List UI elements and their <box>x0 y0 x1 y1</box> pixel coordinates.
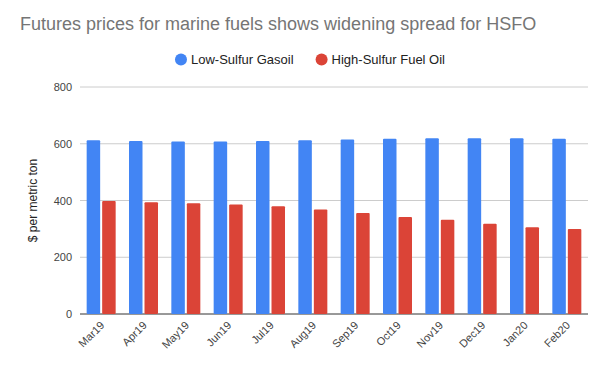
x-tick-label: Jul19 <box>249 319 276 346</box>
legend-marker <box>316 54 328 66</box>
x-tick-label: Oct19 <box>374 319 403 348</box>
y-axis-label: $ per metric ton <box>26 159 40 242</box>
bar <box>298 140 312 314</box>
y-tick-label: 400 <box>54 195 72 207</box>
x-tick-label: Nov19 <box>414 319 445 350</box>
bar <box>441 220 455 314</box>
bar <box>171 141 185 314</box>
bar <box>356 213 370 314</box>
bar <box>399 217 413 314</box>
x-tick-label: Apr19 <box>120 319 149 348</box>
bar <box>383 139 397 314</box>
bar <box>341 139 355 314</box>
y-tick-label: 800 <box>54 81 72 93</box>
legend-label: Low-Sulfur Gasoil <box>191 52 294 67</box>
bar <box>145 202 159 314</box>
x-tick-label: May19 <box>159 319 191 351</box>
bar <box>129 141 143 314</box>
bar <box>102 201 116 314</box>
bar <box>468 138 482 314</box>
bar <box>229 204 243 314</box>
bar <box>526 227 540 314</box>
bar <box>314 210 328 314</box>
x-tick-label: Dec19 <box>457 319 488 350</box>
bar <box>256 141 270 314</box>
y-tick-label: 0 <box>66 308 72 320</box>
y-tick-label: 200 <box>54 251 72 263</box>
x-tick-label: Sep19 <box>330 319 361 350</box>
bar <box>187 203 201 314</box>
x-tick-label: Mar19 <box>76 319 107 350</box>
grid-line <box>80 87 588 88</box>
x-tick-label: Jun19 <box>204 319 234 349</box>
legend-marker <box>175 54 187 66</box>
bar <box>510 138 524 314</box>
bar <box>272 206 286 314</box>
bar <box>87 140 101 314</box>
bar <box>214 141 228 314</box>
bar <box>425 138 439 314</box>
bar <box>552 139 566 314</box>
title: Futures prices for marine fuels shows wi… <box>20 14 536 34</box>
bar <box>568 229 582 314</box>
x-tick-label: Aug19 <box>287 319 318 350</box>
y-tick-label: 600 <box>54 138 72 150</box>
chart: Futures prices for marine fuels shows wi… <box>0 0 600 371</box>
x-tick-label: Jan20 <box>500 319 530 349</box>
bar <box>483 224 497 314</box>
legend: Low-Sulfur Gasoil High-Sulfur Fuel Oil <box>175 52 445 67</box>
x-tick-label: Feb20 <box>542 319 573 350</box>
bars <box>87 138 582 314</box>
background <box>0 0 600 371</box>
legend-label: High-Sulfur Fuel Oil <box>332 52 446 67</box>
